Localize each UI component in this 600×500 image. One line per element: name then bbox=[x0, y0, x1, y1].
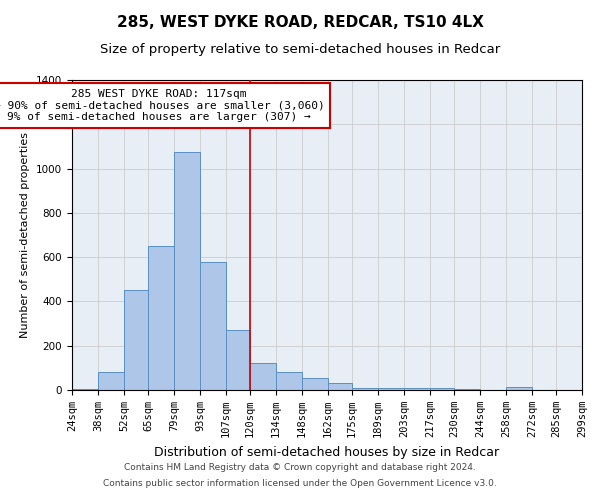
Bar bbox=[226, 330, 250, 390]
Bar bbox=[98, 372, 124, 390]
Text: 285 WEST DYKE ROAD: 117sqm
← 90% of semi-detached houses are smaller (3,060)
9% : 285 WEST DYKE ROAD: 117sqm ← 90% of semi… bbox=[0, 89, 325, 122]
Bar bbox=[174, 152, 200, 390]
Y-axis label: Number of semi-detached properties: Number of semi-detached properties bbox=[20, 132, 31, 338]
Bar bbox=[352, 388, 378, 390]
Text: Size of property relative to semi-detached houses in Redcar: Size of property relative to semi-detach… bbox=[100, 42, 500, 56]
Text: Contains public sector information licensed under the Open Government Licence v3: Contains public sector information licen… bbox=[103, 478, 497, 488]
Bar bbox=[72, 389, 98, 390]
Bar bbox=[302, 378, 328, 390]
Bar bbox=[148, 246, 174, 390]
Bar bbox=[430, 388, 454, 390]
Text: Contains HM Land Registry data © Crown copyright and database right 2024.: Contains HM Land Registry data © Crown c… bbox=[124, 464, 476, 472]
Bar bbox=[276, 372, 302, 390]
Bar bbox=[404, 388, 430, 390]
Bar bbox=[250, 364, 276, 390]
Bar bbox=[454, 389, 480, 390]
Bar bbox=[378, 388, 404, 390]
Bar bbox=[200, 262, 226, 390]
Text: 285, WEST DYKE ROAD, REDCAR, TS10 4LX: 285, WEST DYKE ROAD, REDCAR, TS10 4LX bbox=[116, 15, 484, 30]
Bar bbox=[124, 290, 148, 390]
X-axis label: Distribution of semi-detached houses by size in Redcar: Distribution of semi-detached houses by … bbox=[154, 446, 500, 458]
Bar bbox=[328, 384, 352, 390]
Bar bbox=[506, 386, 532, 390]
